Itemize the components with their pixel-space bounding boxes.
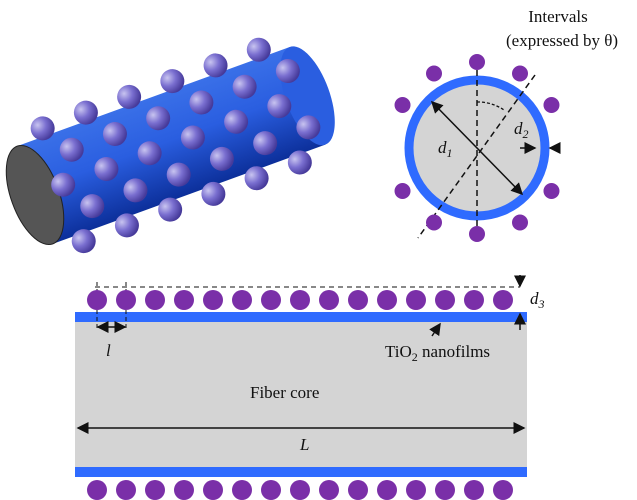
d1-symbol: d xyxy=(438,138,447,157)
ring-dot xyxy=(543,183,560,199)
d3-sub: 3 xyxy=(538,297,545,311)
film-dot xyxy=(290,290,310,310)
film-dot xyxy=(232,480,252,500)
sphere xyxy=(51,172,76,197)
film-dot xyxy=(348,480,368,500)
sphere xyxy=(117,84,142,109)
longitudinal xyxy=(75,275,527,477)
sphere xyxy=(137,141,162,166)
ring-dot xyxy=(394,183,411,199)
sphere xyxy=(71,229,96,254)
sphere xyxy=(287,150,312,175)
film-dot xyxy=(319,480,339,500)
sphere xyxy=(275,59,300,84)
film-dot xyxy=(232,290,252,310)
film-dot xyxy=(261,290,281,310)
film-pre: TiO xyxy=(385,342,412,361)
ring-dot xyxy=(426,214,442,231)
film-dot xyxy=(116,290,136,310)
film-dot xyxy=(319,290,339,310)
d3-label: d3 xyxy=(530,289,545,311)
film-label: TiO2 nanofilms xyxy=(385,342,490,364)
film-dot xyxy=(348,290,368,310)
d1-sub: 1 xyxy=(447,146,453,160)
ring-dot xyxy=(469,226,485,242)
film-dot xyxy=(290,480,310,500)
sphere xyxy=(59,137,84,162)
film-post: nanofilms xyxy=(418,342,490,361)
sphere xyxy=(158,197,183,222)
film-dot xyxy=(203,480,223,500)
sphere xyxy=(123,178,148,203)
film-dot xyxy=(464,480,484,500)
sphere xyxy=(209,146,234,171)
ring-dot xyxy=(512,65,528,82)
d3-symbol: d xyxy=(530,289,539,308)
core xyxy=(75,322,527,467)
sphere xyxy=(189,90,214,115)
film-dot xyxy=(493,480,513,500)
sphere xyxy=(73,100,98,125)
core-label: Fiber core xyxy=(250,383,319,402)
film-dot xyxy=(261,480,281,500)
intervals-note: (expressed by θ) xyxy=(506,31,618,50)
sphere xyxy=(267,94,292,119)
d1-label: d1 xyxy=(438,138,453,160)
sphere xyxy=(232,74,257,99)
sphere xyxy=(244,166,269,191)
film-dot xyxy=(116,480,136,500)
film-dot xyxy=(87,290,107,310)
sphere xyxy=(253,131,278,156)
d2-label: d2 xyxy=(514,119,529,141)
film-pointer xyxy=(429,322,441,337)
sphere xyxy=(296,115,321,140)
film-dot xyxy=(145,290,165,310)
film-dot xyxy=(464,290,484,310)
sphere xyxy=(180,125,205,150)
cross-section xyxy=(404,60,561,240)
ring-dot xyxy=(469,54,485,70)
intervals-label: Intervals xyxy=(528,7,587,26)
sphere xyxy=(224,109,249,134)
spacing-label: l xyxy=(106,341,111,360)
sphere xyxy=(166,162,191,187)
length-label: L xyxy=(299,435,309,454)
film-top xyxy=(75,312,527,322)
film-sub: 2 xyxy=(412,350,418,364)
sphere xyxy=(246,37,271,62)
sphere xyxy=(102,121,127,146)
d1-arrow xyxy=(430,100,524,196)
film-dot xyxy=(377,290,397,310)
d2-sub: 2 xyxy=(523,127,529,141)
film-dot xyxy=(377,480,397,500)
film-dot xyxy=(435,290,455,310)
ring-dot xyxy=(543,97,560,113)
film-dot xyxy=(87,480,107,500)
sphere xyxy=(201,181,226,206)
ring-dot xyxy=(426,65,442,82)
film-dot xyxy=(145,480,165,500)
film-dot xyxy=(174,480,194,500)
ring-dot xyxy=(394,97,411,113)
fiber-3d xyxy=(5,37,335,254)
film-dot xyxy=(406,290,426,310)
sphere xyxy=(160,69,185,94)
film-dot xyxy=(493,290,513,310)
film-dot xyxy=(406,480,426,500)
d2-symbol: d xyxy=(514,119,523,138)
sphere xyxy=(114,213,139,238)
film-bottom xyxy=(75,467,527,477)
sphere xyxy=(80,194,105,219)
ring-dot xyxy=(512,214,528,231)
film-dot xyxy=(174,290,194,310)
sphere xyxy=(146,106,171,131)
film-dot xyxy=(435,480,455,500)
film-dot xyxy=(203,290,223,310)
sphere xyxy=(203,53,228,78)
sphere xyxy=(94,157,119,182)
sphere xyxy=(30,116,55,141)
